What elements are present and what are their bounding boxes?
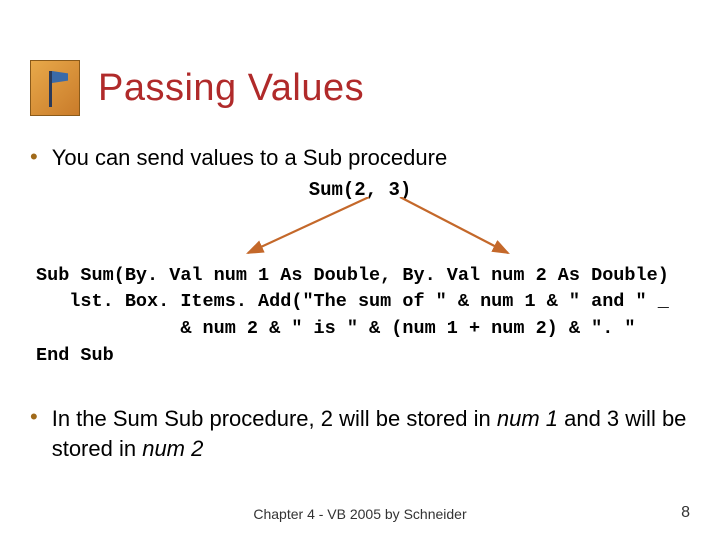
- title-row: Passing Values: [30, 60, 690, 116]
- var-num1: num 1: [497, 406, 558, 431]
- code-line-4: End Sub: [36, 345, 114, 366]
- bullet-dot-icon: •: [30, 144, 38, 173]
- bullet-2-pre: In the Sum Sub procedure, 2 will be stor…: [52, 406, 497, 431]
- code-line-3: & num 2 & " is " & (num 1 + num 2) & ". …: [36, 318, 636, 339]
- arrow-right: [400, 197, 508, 253]
- code-block: Sub Sum(By. Val num 1 As Double, By. Val…: [36, 263, 690, 370]
- code-line-2: lst. Box. Items. Add("The sum of " & num…: [36, 291, 669, 312]
- slide: Passing Values • You can send values to …: [0, 0, 720, 540]
- var-num2: num 2: [142, 436, 203, 461]
- arrow-left: [248, 197, 369, 253]
- page-number: 8: [681, 504, 690, 522]
- bullet-2-text: In the Sum Sub procedure, 2 will be stor…: [52, 404, 690, 463]
- bullet-2: • In the Sum Sub procedure, 2 will be st…: [30, 404, 690, 463]
- bullet-1-text: You can send values to a Sub procedure: [52, 144, 447, 173]
- arrows-svg: [30, 197, 720, 277]
- footer-text: Chapter 4 - VB 2005 by Schneider: [0, 506, 720, 522]
- bullet-dot-icon: •: [30, 404, 38, 463]
- arrow-diagram: [30, 207, 690, 255]
- bullet-1: • You can send values to a Sub procedure: [30, 144, 690, 173]
- slide-title: Passing Values: [98, 67, 364, 110]
- logo-icon: [30, 60, 80, 116]
